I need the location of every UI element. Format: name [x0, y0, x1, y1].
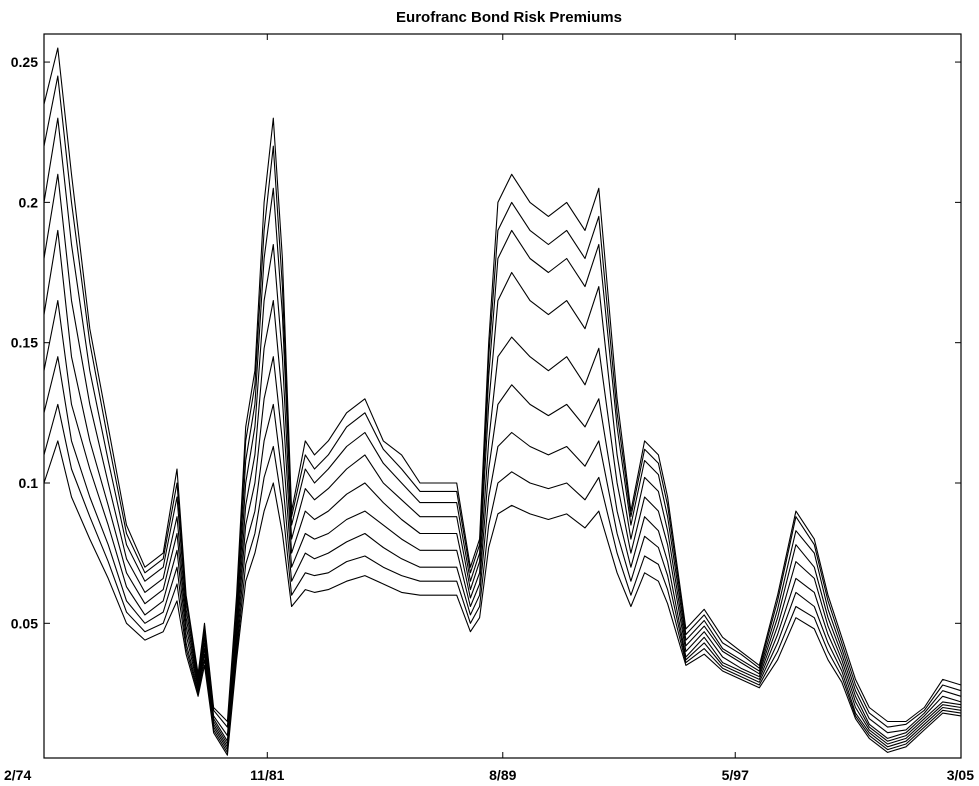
x-tick-label: 8/89	[489, 767, 516, 783]
series-line-9	[43, 440, 962, 756]
series-layer	[43, 47, 962, 756]
x-tick-label: 5/97	[722, 767, 749, 783]
y-tick-label: 0.2	[19, 194, 39, 210]
x-tick-label: 11/81	[250, 767, 284, 783]
series-line-4	[43, 173, 962, 742]
y-tick-label: 0.05	[11, 615, 38, 631]
axis-ticks: 2/74 11/81 8/89 5/97 3/05 0.05 0.1 0.15 0.2 0.25	[4, 34, 974, 783]
y-tick-label: 0.25	[11, 54, 38, 70]
series-line-3	[43, 117, 962, 737]
x-tick-label: 3/05	[947, 767, 974, 783]
series-line-5	[43, 229, 962, 745]
chart-title: Eurofranc Bond Risk Premiums	[396, 9, 622, 26]
y-tick-label: 0.1	[19, 475, 39, 491]
y-tick-label: 0.15	[11, 335, 38, 351]
series-line-6	[43, 300, 962, 748]
series-line-7	[43, 356, 962, 751]
series-line-8	[43, 403, 962, 753]
x-tick-label: 2/74	[4, 767, 31, 783]
